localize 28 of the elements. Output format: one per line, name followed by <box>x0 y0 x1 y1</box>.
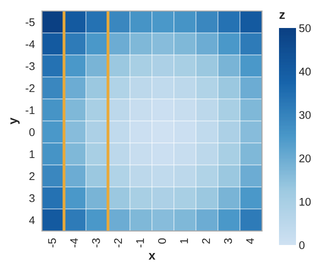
color-bar-label: 50 <box>299 24 311 32</box>
color-bar-label: 10 <box>300 198 311 206</box>
x-tick-label: 3 <box>224 238 232 244</box>
y-tick-label: 1 <box>30 150 35 158</box>
y-tick-label: 2 <box>29 172 34 180</box>
x-tick-label: 4 <box>246 238 254 244</box>
x-tick-label: 0 <box>158 238 166 244</box>
y-tick-label: -3 <box>26 62 35 70</box>
x-tick-label: -3 <box>92 238 100 248</box>
y-tick-label: -5 <box>26 18 35 26</box>
x-axis-title: x <box>148 253 156 260</box>
y-tick-label: 0 <box>29 128 35 136</box>
x-tick-label: 2 <box>202 238 210 244</box>
x-tick-label: -4 <box>70 238 78 248</box>
color-bar-label: 40 <box>299 68 311 76</box>
y-tick-label: 3 <box>29 194 35 202</box>
y-axis-title: y <box>10 118 20 124</box>
x-tick-label: -1 <box>136 238 144 248</box>
color-bar-title: z <box>280 12 285 19</box>
y-tick-label: -2 <box>26 84 34 92</box>
x-tick-label: 1 <box>180 238 188 244</box>
x-tick-label: -2 <box>114 238 122 248</box>
x-tick-label: -5 <box>48 238 56 248</box>
y-tick-label: 4 <box>29 216 35 224</box>
color-bar-label: 20 <box>299 154 311 162</box>
color-bar-label: 30 <box>299 111 311 119</box>
y-tick-label: -1 <box>26 106 35 114</box>
y-tick-label: -4 <box>26 40 35 48</box>
